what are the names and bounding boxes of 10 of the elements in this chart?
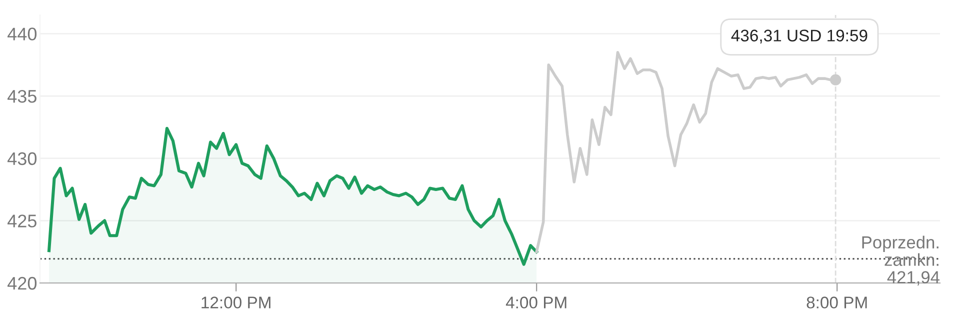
- x-tick-label: 8:00 PM: [806, 296, 867, 308]
- y-tick-label: 435: [8, 90, 36, 103]
- annotation: 436,31 USD 19:59: [731, 30, 868, 44]
- y-tick-label: 420: [8, 276, 37, 290]
- y-tick-label: 430: [8, 152, 37, 166]
- y-tick-label: 425: [8, 214, 36, 228]
- y-tick-label: 440: [8, 28, 37, 40]
- x-tick-label: 4:00 PM: [506, 296, 566, 308]
- ref-line-label: Poprzedn. zamkn. 421,94: [862, 236, 940, 286]
- x-tick-label: 12:00 PM: [202, 296, 270, 308]
